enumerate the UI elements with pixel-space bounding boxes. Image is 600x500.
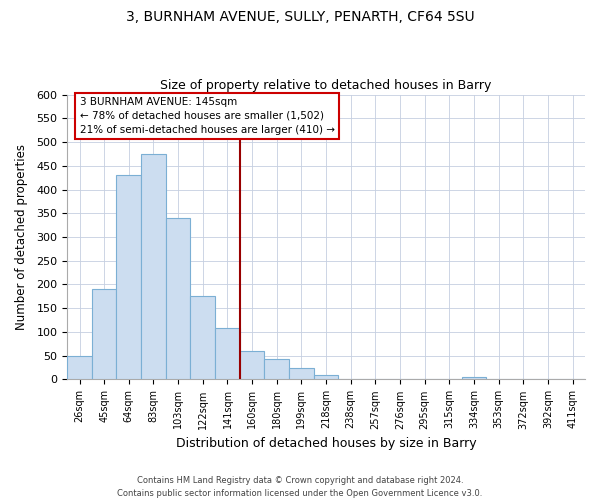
Bar [215, 328, 240, 380]
Bar [314, 374, 338, 380]
Bar [67, 356, 92, 380]
Bar [92, 289, 116, 380]
Bar [190, 296, 215, 380]
Y-axis label: Number of detached properties: Number of detached properties [15, 144, 28, 330]
Bar [116, 176, 141, 380]
Text: 3 BURNHAM AVENUE: 145sqm
← 78% of detached houses are smaller (1,502)
21% of sem: 3 BURNHAM AVENUE: 145sqm ← 78% of detach… [80, 97, 335, 135]
Bar [141, 154, 166, 380]
Title: Size of property relative to detached houses in Barry: Size of property relative to detached ho… [160, 79, 492, 92]
Bar [265, 358, 289, 380]
Text: Contains HM Land Registry data © Crown copyright and database right 2024.
Contai: Contains HM Land Registry data © Crown c… [118, 476, 482, 498]
X-axis label: Distribution of detached houses by size in Barry: Distribution of detached houses by size … [176, 437, 476, 450]
Text: 3, BURNHAM AVENUE, SULLY, PENARTH, CF64 5SU: 3, BURNHAM AVENUE, SULLY, PENARTH, CF64 … [125, 10, 475, 24]
Bar [289, 368, 314, 380]
Bar [166, 218, 190, 380]
Bar [462, 377, 487, 380]
Bar [240, 351, 265, 380]
